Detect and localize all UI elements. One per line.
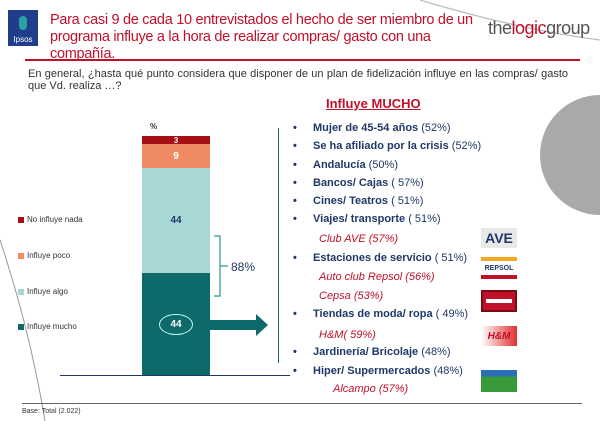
unit-label: % <box>150 122 158 131</box>
item-pct: (50%) <box>368 159 398 171</box>
bar-segment-influye-algo: 44 <box>142 168 210 273</box>
footer-divider <box>22 403 582 404</box>
sub-item: Alcampo (57%) <box>333 383 409 395</box>
brand-text: logic <box>511 18 547 38</box>
list-item: Viajes/ transporte ( 51%) <box>293 213 441 225</box>
list-item: Andalucía (50%) <box>293 159 398 171</box>
item-label: Bancos/ Cajas <box>313 177 389 189</box>
item-label: Viajes/ transporte <box>313 213 406 225</box>
repsol-logo: REPSOL <box>481 257 517 279</box>
title-divider <box>25 59 580 61</box>
item-label: Hiper/ Supermercados <box>313 365 431 377</box>
brand-text: the <box>488 18 512 38</box>
bar-segment-no-influye-nada: 3 <box>142 136 210 145</box>
legend-swatch <box>18 216 24 223</box>
item-pct: (48%) <box>433 365 463 377</box>
legend-item: Influye poco <box>18 251 70 260</box>
legend-item: No influye nada <box>18 215 83 224</box>
vertical-divider <box>278 128 279 363</box>
item-pct: (48%) <box>421 346 451 358</box>
item-label: Andalucía <box>313 159 366 171</box>
item-pct: ( 51%) <box>391 195 424 207</box>
legend-swatch <box>18 323 24 330</box>
sub-item: Auto club Repsol (56%) <box>319 271 435 283</box>
card-stripe <box>486 299 512 303</box>
list-item: Jardinería/ Bricolaje (48%) <box>293 346 451 358</box>
hm-logo: H&M <box>481 326 517 346</box>
highlight-ellipse: 44 <box>159 314 193 335</box>
legend-label: Influye algo <box>27 287 68 296</box>
bracket-total: 88% <box>231 260 256 274</box>
item-pct: ( 49%) <box>435 308 469 320</box>
legend-label: No influye nada <box>27 215 83 224</box>
item-label: Mujer de 45-54 años <box>313 122 419 134</box>
legend-label: Influye poco <box>27 251 71 260</box>
item-pct: (52%) <box>421 122 451 134</box>
legend-item: Influye mucho <box>18 322 77 331</box>
right-title: Influye MUCHO <box>326 96 421 111</box>
item-label: Tiendas de moda/ ropa <box>313 308 433 320</box>
base-note: Base: Total (2.022) <box>22 408 81 415</box>
list-item: Estaciones de servicio ( 51%) <box>293 252 468 264</box>
item-label: Cines/ Teatros <box>313 195 388 207</box>
ipsos-logo: Ipsos <box>8 10 38 46</box>
list-item: Se ha afiliado por la crisis (52%) <box>293 140 482 152</box>
legend-label: Influye mucho <box>27 322 77 331</box>
item-pct: ( 51%) <box>434 252 468 264</box>
item-label: Estaciones de servicio <box>313 252 432 264</box>
list-item: Mujer de 45-54 años (52%) <box>293 122 451 134</box>
sub-item: Club AVE (57%) <box>319 233 399 245</box>
brand-text: group <box>546 18 590 38</box>
item-label: Se ha afiliado por la crisis <box>313 140 449 152</box>
survey-question: En general, ¿hasta qué punto considera q… <box>28 68 568 92</box>
list-item: Tiendas de moda/ ropa ( 49%) <box>293 308 469 320</box>
thelogicgroup-logo: thelogicgroup <box>488 18 590 39</box>
cepsa-card-icon <box>481 290 517 312</box>
item-pct: (52%) <box>451 140 482 152</box>
bracket-and-arrow <box>210 235 268 336</box>
x-axis <box>60 375 290 376</box>
legend-swatch <box>18 288 24 295</box>
alcampo-card-icon <box>481 370 517 392</box>
item-label: Jardinería/ Bricolaje <box>313 346 419 358</box>
ave-logo: AVE <box>481 228 517 248</box>
bar-segment-influye-mucho: 44 <box>142 273 210 376</box>
list-item: Hiper/ Supermercados (48%) <box>293 365 463 377</box>
slide-title: Para casi 9 de cada 10 entrevistados el … <box>50 12 473 62</box>
sub-item: H&M( 59%) <box>319 329 376 341</box>
item-pct: ( 51%) <box>408 213 441 225</box>
sub-item: Cepsa (53%) <box>319 290 384 302</box>
list-item: Cines/ Teatros ( 51%) <box>293 195 424 207</box>
list-item: Bancos/ Cajas ( 57%) <box>293 177 424 189</box>
item-pct: ( 57%) <box>391 177 424 189</box>
legend-item: Influye algo <box>18 287 68 296</box>
bar-segment-influye-poco: 9 <box>142 144 210 168</box>
legend-swatch <box>18 252 24 259</box>
